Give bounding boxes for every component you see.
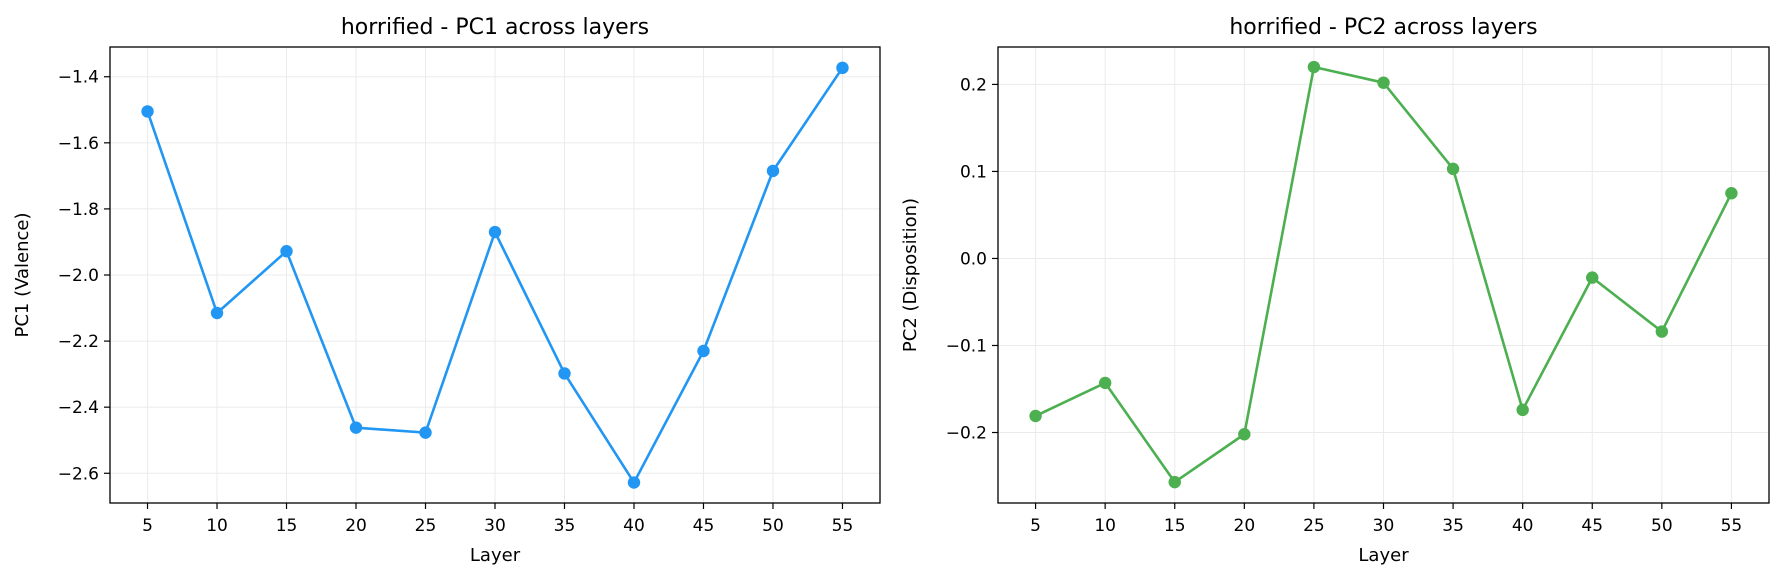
data-point xyxy=(1446,162,1460,176)
data-point xyxy=(1725,186,1738,200)
data-point xyxy=(280,245,293,258)
data-point xyxy=(1516,403,1529,417)
data-point xyxy=(419,426,432,439)
x-tick-label: 25 xyxy=(1303,516,1325,536)
data-point xyxy=(1377,76,1390,89)
x-tick-label: 55 xyxy=(832,516,854,536)
x-tick-label: 5 xyxy=(142,516,153,536)
x-tick-label: 35 xyxy=(1442,516,1464,536)
y-tick-label: 0.1 xyxy=(960,162,987,182)
x-tick-label: 10 xyxy=(1094,516,1116,536)
data-point xyxy=(1586,271,1599,284)
x-tick-label: 20 xyxy=(1234,516,1256,536)
y-tick-label: −1.8 xyxy=(58,200,99,220)
data-point xyxy=(210,306,224,320)
x-axis-label: Layer xyxy=(470,545,521,566)
data-point xyxy=(488,225,502,239)
data-point xyxy=(627,476,641,489)
x-tick-label: 10 xyxy=(206,516,228,536)
y-tick-label: −1.6 xyxy=(58,134,99,154)
y-tick-label: −2.6 xyxy=(58,464,99,484)
data-point xyxy=(766,164,780,178)
x-tick-label: 55 xyxy=(1721,516,1743,536)
chart-pc1: 5 10 15 20 25 30 35 40 45 50 55 −2.6 −2.4 −2.2 −2.0 −1.… xyxy=(12,15,881,566)
x-tick-label: 25 xyxy=(415,516,437,536)
x-tick-label: 15 xyxy=(276,516,298,536)
x-axis-label: Layer xyxy=(1358,545,1409,566)
data-point xyxy=(1029,409,1042,423)
y-axis-label: PC2 (Disposition) xyxy=(900,198,921,352)
y-tick-label: −1.4 xyxy=(58,68,99,88)
x-tick-label: 15 xyxy=(1164,516,1186,536)
data-point xyxy=(141,105,154,118)
x-tick-label: 45 xyxy=(693,516,715,536)
y-tick-label: 0.0 xyxy=(960,249,987,269)
data-point xyxy=(1168,475,1181,489)
y-tick-label: −2.4 xyxy=(58,398,99,418)
data-point xyxy=(349,421,363,434)
x-tick-label: 40 xyxy=(623,516,645,536)
data-point xyxy=(836,61,849,75)
x-tick-label: 5 xyxy=(1030,516,1041,536)
data-point xyxy=(1238,428,1251,441)
data-point xyxy=(697,344,710,358)
x-tick-label: 30 xyxy=(1373,516,1395,536)
y-tick-label: −2.0 xyxy=(58,266,99,286)
x-tick-label: 50 xyxy=(1651,516,1673,536)
x-tick-label: 35 xyxy=(554,516,576,536)
x-tick-label: 50 xyxy=(762,516,784,536)
x-tick-label: 40 xyxy=(1512,516,1534,536)
data-point xyxy=(1098,376,1112,390)
x-tick-label: 45 xyxy=(1581,516,1603,536)
y-tick-label: −0.1 xyxy=(946,336,987,356)
chart-title: horrified - PC2 across layers xyxy=(1229,15,1537,40)
y-tick-label: 0.2 xyxy=(960,75,987,95)
x-tick-label: 30 xyxy=(484,516,506,536)
data-point xyxy=(558,367,571,380)
y-tick-label: −0.2 xyxy=(946,424,987,444)
data-point xyxy=(1655,325,1669,338)
y-axis-label: PC1 (Valence) xyxy=(12,212,33,337)
x-tick-label: 20 xyxy=(345,516,367,536)
data-point xyxy=(1307,60,1321,74)
chart-title: horrified - PC1 across layers xyxy=(341,15,649,40)
chart-pc2: 5 10 15 20 25 30 35 40 45 50 55 −0.2 −0.1 0.0 0.1 0.2 ho… xyxy=(900,15,1770,566)
y-tick-label: −2.2 xyxy=(58,332,99,352)
